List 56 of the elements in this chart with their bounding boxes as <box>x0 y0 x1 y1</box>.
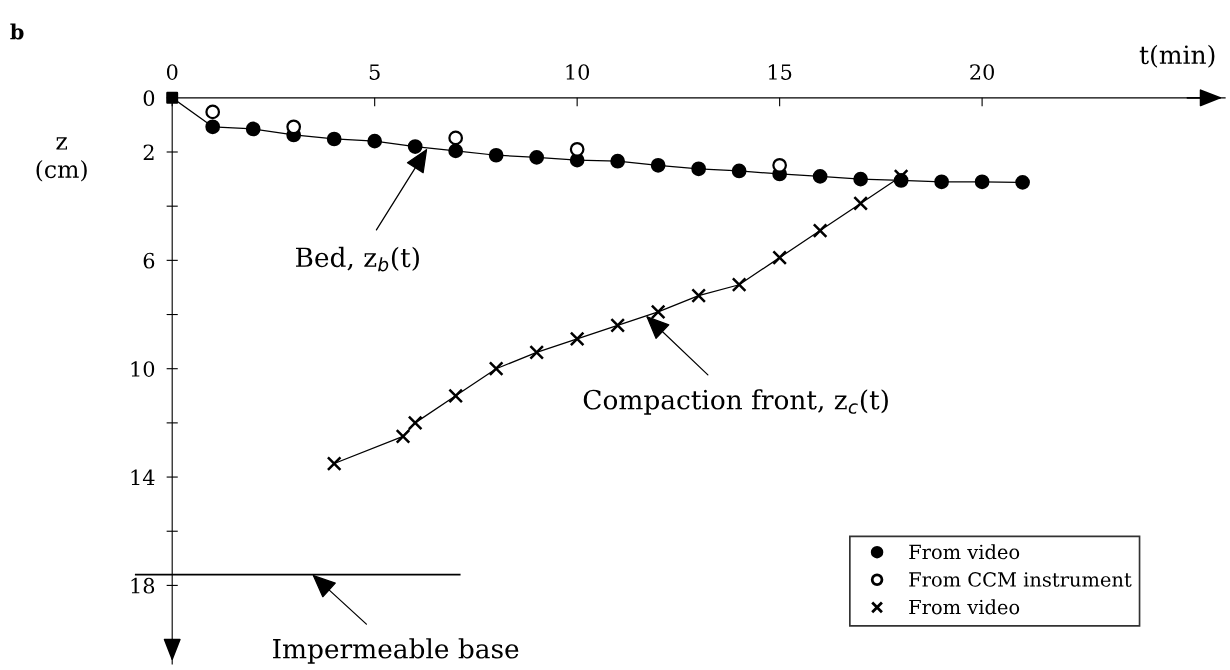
point <box>893 168 909 184</box>
y-tick-label: 6 <box>143 252 155 269</box>
y-tick-label: 2 <box>143 144 154 160</box>
point <box>731 277 747 293</box>
x-axis-title: t(min) <box>1139 44 1215 68</box>
point <box>448 130 464 146</box>
point <box>367 133 383 149</box>
chart-title: b <box>10 23 24 40</box>
legend-label: From CCM instrument <box>909 572 1132 587</box>
point <box>407 139 423 154</box>
y-axis-title: z (cm) <box>36 137 87 182</box>
point <box>772 250 788 266</box>
point <box>691 288 707 304</box>
point <box>326 131 342 147</box>
point <box>569 331 585 347</box>
point <box>448 388 464 404</box>
point <box>650 304 666 320</box>
legend-label: From video <box>909 544 1020 560</box>
point <box>934 174 949 190</box>
point <box>853 171 868 187</box>
x-tick-label: 15 <box>768 64 792 80</box>
point <box>812 223 828 239</box>
point <box>488 147 504 163</box>
point <box>974 174 990 190</box>
point <box>205 104 221 120</box>
point <box>488 361 504 377</box>
point <box>650 157 666 173</box>
point <box>529 344 545 360</box>
point <box>529 150 545 165</box>
point <box>610 153 626 169</box>
y-tick-label: 0 <box>143 90 155 107</box>
x-tick-label: 5 <box>369 64 380 80</box>
annotation: Bed, z$_{b}$(t) <box>296 246 419 272</box>
point <box>812 169 828 184</box>
x-tick-label: 10 <box>566 64 590 80</box>
x-tick-label: 0 <box>166 64 178 80</box>
point <box>772 157 787 173</box>
y-tick-label: 14 <box>131 469 155 485</box>
x-tick-label: 20 <box>970 64 994 80</box>
annotation: Impermeable base <box>273 638 519 664</box>
point <box>205 119 221 135</box>
point <box>395 428 411 444</box>
point <box>853 195 869 211</box>
point <box>245 121 261 137</box>
y-tick-label: 18 <box>131 577 155 594</box>
y-tick-label: 10 <box>131 361 155 377</box>
point <box>326 456 342 472</box>
legend-label: From video <box>909 599 1020 615</box>
annotation: Compaction front, z$_{c}$(t) <box>583 389 888 415</box>
point <box>691 161 706 177</box>
point <box>1015 174 1030 190</box>
point <box>569 141 585 157</box>
point <box>448 143 464 159</box>
point <box>731 163 747 179</box>
point <box>610 317 626 333</box>
point <box>407 415 423 431</box>
